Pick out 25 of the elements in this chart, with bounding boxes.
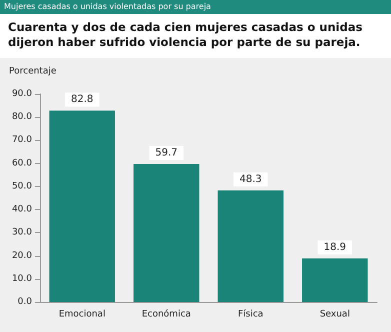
y-tick-label: 20.0 bbox=[12, 250, 32, 261]
bar bbox=[218, 190, 284, 302]
data-label: 48.3 bbox=[239, 174, 262, 185]
data-label: 82.8 bbox=[70, 94, 94, 106]
y-tick-label: 0.0 bbox=[18, 297, 32, 307]
y-tick-label: 10.0 bbox=[12, 274, 32, 284]
x-tick-label: Económica bbox=[142, 308, 191, 320]
chart-subtitle: Cuarenta y dos de cada cien mujeres casadas o unidas dijeron haber sufrido violencia por parte de su pareja. bbox=[0, 14, 391, 58]
x-tick-label: Emocional bbox=[58, 310, 106, 320]
y-tick-label: 70.0 bbox=[12, 135, 32, 146]
data-label: 18.9 bbox=[324, 242, 346, 253]
y-axis-title: Porcentaje bbox=[9, 66, 57, 76]
x-tick-label: Física bbox=[238, 308, 264, 320]
y-tick-label: 30.0 bbox=[12, 228, 32, 238]
x-tick-label: Sexual bbox=[320, 310, 350, 320]
data-label: 59.7 bbox=[155, 148, 178, 159]
y-tick-label: 80.0 bbox=[12, 112, 32, 122]
chart-title: Mujeres casadas o unidas violentadas por su pareja bbox=[0, 0, 391, 14]
bar bbox=[49, 110, 115, 302]
y-tick-label: 60.0 bbox=[12, 158, 32, 168]
y-tick-label: 40.0 bbox=[12, 204, 32, 215]
bar bbox=[134, 164, 200, 302]
bar bbox=[302, 258, 368, 302]
y-tick-label: 50.0 bbox=[12, 181, 32, 192]
y-tick-label: 90.0 bbox=[12, 89, 32, 99]
